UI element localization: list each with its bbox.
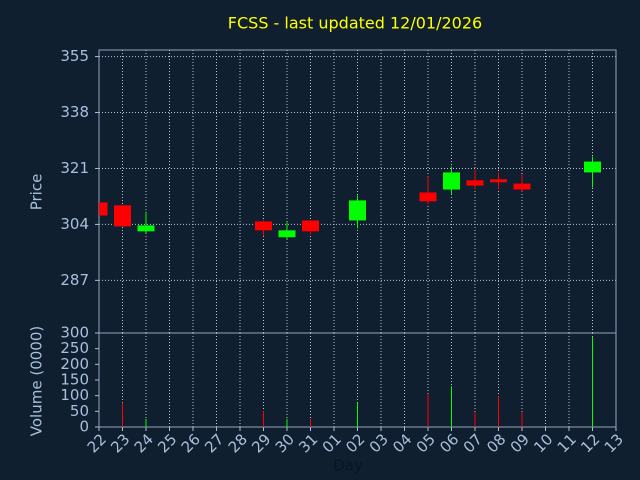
candle-body xyxy=(302,220,319,232)
candle-body xyxy=(490,179,507,183)
y-axis-label: Price xyxy=(28,174,46,211)
y-tick-label: 321 xyxy=(60,159,89,177)
candle-body xyxy=(137,225,155,232)
y2-tick-label: 100 xyxy=(60,386,89,404)
y2-tick-label: 150 xyxy=(60,371,89,389)
y-tick-label: 287 xyxy=(60,271,89,289)
candle-body xyxy=(443,172,460,190)
candle-body xyxy=(419,192,437,202)
candle-body xyxy=(513,183,531,190)
chart-title: FCSS - last updated 12/01/2026 xyxy=(228,14,482,33)
candle-body xyxy=(278,230,296,238)
candle-body xyxy=(99,202,108,216)
candle-body xyxy=(349,200,366,221)
candle-body xyxy=(114,205,131,227)
y-tick-label: 338 xyxy=(60,103,89,121)
y2-tick-label: 250 xyxy=(60,339,89,357)
y-tick-label: 355 xyxy=(60,47,89,65)
y2-axis-label: Volume (0000) xyxy=(28,326,46,436)
x-axis-label: Day xyxy=(333,457,363,475)
y2-tick-label: 50 xyxy=(70,402,89,420)
candle-body xyxy=(466,180,484,186)
y2-tick-label: 300 xyxy=(60,324,89,342)
y-tick-label: 304 xyxy=(60,215,89,233)
y2-tick-label: 0 xyxy=(79,418,89,436)
y2-tick-label: 200 xyxy=(60,355,89,373)
candle-body xyxy=(584,161,601,173)
candle-body xyxy=(255,221,272,231)
